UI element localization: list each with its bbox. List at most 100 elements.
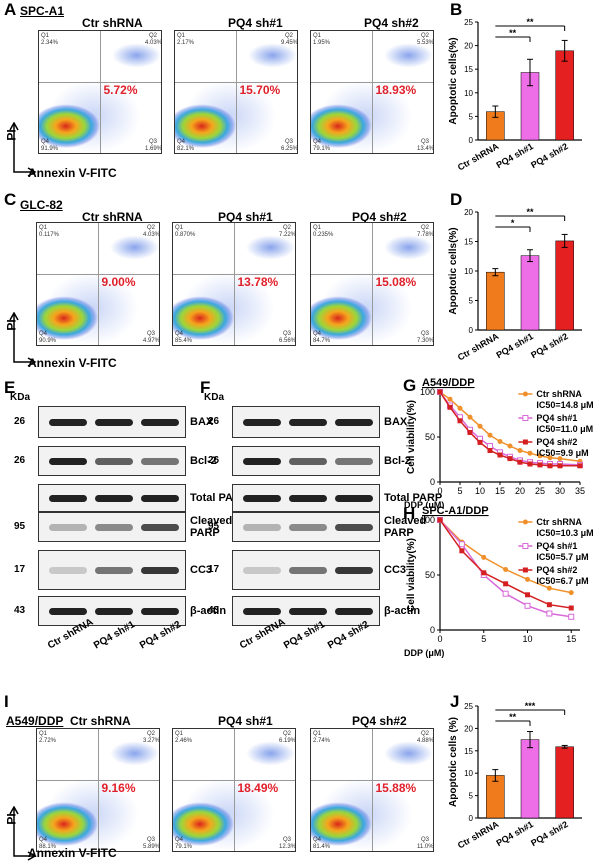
flow-plot-c-1: Q1 0.117% Q2 4.03% Q4 90.9% Q3 4.97% 9.00%: [36, 222, 160, 346]
quadrant-label: 79.1%: [313, 146, 331, 152]
blot-strip-f-1: [232, 406, 380, 438]
data-point: [568, 613, 575, 620]
quadrant-label: 13.4%: [417, 146, 435, 152]
ic50-label: IC50=6.7 μM: [536, 576, 588, 586]
flow-plot-a-1: Q1 2.34% Q2 4.03% Q4 91.9% Q3 1.69% 5.72%: [38, 30, 162, 154]
panel-label-h: H: [403, 504, 416, 523]
flow-plot-a-3: Q1 1.95% Q2 5.53% Q4 79.1% Q3 13.4% 18.93%: [310, 30, 434, 154]
y-tick-label: 10: [464, 769, 473, 778]
quadrant-label: 0.235%: [313, 232, 334, 238]
protein-band: [49, 567, 87, 574]
quadrant-label: 4.03%: [143, 232, 161, 238]
quadrant-label: 85.4%: [175, 338, 193, 344]
data-point: [467, 430, 473, 435]
panel-label-j: J: [450, 692, 460, 711]
data-point: [517, 448, 523, 453]
significance-mark: ***: [525, 701, 536, 711]
category-label: PQ4 sh#1: [494, 819, 535, 848]
y-axis-label: Apoptotic cells(%): [448, 37, 459, 124]
apoptosis-percent: 13.78%: [237, 275, 279, 290]
quadrant-label: 7.78%: [417, 232, 435, 238]
data-point: [557, 463, 563, 469]
protein-band: [289, 458, 327, 465]
y-axis-label: Cell viability(%): [406, 400, 417, 474]
y-tick-label: 0: [469, 326, 474, 335]
cell-line-a: SPC-A1: [20, 4, 65, 18]
y-tick-label: 0: [430, 625, 435, 635]
significance-mark: **: [509, 712, 517, 722]
blot-strip-f-4: [232, 512, 380, 542]
panel-label-e: E: [4, 378, 16, 397]
x-tick-label: 0: [437, 486, 442, 496]
flow-plot-c-3: Q1 0.235% Q2 7.78% Q4 84.7% Q3 7.30% 15.08%: [310, 222, 434, 346]
protein-band: [95, 524, 133, 531]
protein-band: [335, 495, 373, 502]
apoptosis-percent: 18.49%: [237, 781, 279, 796]
quadrant-label: 7.22%: [279, 232, 297, 238]
panel-label-a: A: [4, 0, 17, 19]
protein-label: Bcl-2: [384, 455, 411, 467]
legend-label: Ctr shRNA: [536, 517, 582, 527]
quadrant-label: Q2: [147, 731, 156, 737]
data-point: [547, 455, 553, 461]
category-label: PQ4 sh#1: [494, 331, 535, 360]
mw-marker: 26: [208, 416, 220, 427]
y-tick-label: 50: [425, 432, 435, 442]
apoptosis-percent: 15.70%: [239, 83, 281, 98]
chart-title: SPC-A1/DDP: [422, 506, 489, 517]
data-point: [497, 439, 503, 444]
blot-strip-e-4: [38, 512, 186, 542]
protein-band: [141, 567, 179, 574]
quadrant-label: Q3: [283, 837, 292, 843]
quadrant-label: Q2: [421, 33, 430, 39]
quadrant-label: 11.0%: [417, 844, 434, 850]
quadrant-label: Q3: [421, 139, 430, 145]
data-point: [497, 452, 503, 458]
data-point: [437, 389, 443, 395]
quadrant-label: 2.17%: [177, 40, 195, 46]
protein-label: BAX: [190, 416, 214, 428]
quadrant-label: Q1: [175, 731, 184, 737]
ic50-label: IC50=14.8 μM: [536, 400, 593, 410]
significance-mark: *: [511, 218, 515, 228]
mw-marker: 95: [208, 521, 220, 532]
y-axis-label: Apoptotic cells (%): [448, 717, 459, 807]
data-point: [568, 605, 574, 611]
quadrant-label: 82.1%: [177, 146, 195, 152]
y-tick-label: 15: [464, 747, 473, 756]
protein-label: Cleaved PARP: [384, 515, 427, 539]
quadrant-label: 2.72%: [39, 738, 57, 744]
protein-band: [95, 419, 133, 426]
category-label: Ctr shRNA: [456, 331, 501, 363]
legend-marker: [522, 519, 528, 525]
mw-marker: 17: [208, 564, 220, 575]
flow-plot-i-3: Q1 2.74% Q2 4.88% Q4 81.4% Q3 11.0% 15.88%: [310, 728, 434, 852]
y-tick-label: 100: [420, 515, 435, 525]
quadrant-label: 6.25%: [281, 146, 299, 152]
chart-title: A549/DDP: [422, 378, 475, 389]
quadrant-label: Q4: [175, 837, 184, 843]
quadrant-label: 2.46%: [175, 738, 193, 744]
blot-strip-e-2: [38, 446, 186, 476]
data-point: [477, 439, 483, 445]
x-tick-label: 5: [481, 634, 486, 644]
blot-strip-f-6: [232, 596, 380, 626]
quadrant-label: Q1: [313, 225, 322, 231]
data-point: [547, 463, 553, 469]
quadrant-label: Q2: [147, 225, 156, 231]
data-point: [537, 453, 543, 459]
panel-label-f: F: [200, 378, 211, 397]
cond-c-2: PQ4 sh#1: [218, 210, 273, 224]
x-tick-label: 15: [495, 486, 505, 496]
category-label: PQ4 sh#2: [529, 141, 570, 170]
x-tick-label: 35: [575, 486, 585, 496]
gate-line-v: [372, 223, 373, 345]
y-tick-label: 20: [464, 42, 473, 51]
protein-band: [289, 567, 327, 574]
apoptosis-percent: 15.08%: [375, 275, 417, 290]
legend-marker: [522, 439, 528, 445]
data-point: [546, 610, 553, 617]
protein-band: [49, 524, 87, 531]
data-point: [467, 414, 473, 420]
